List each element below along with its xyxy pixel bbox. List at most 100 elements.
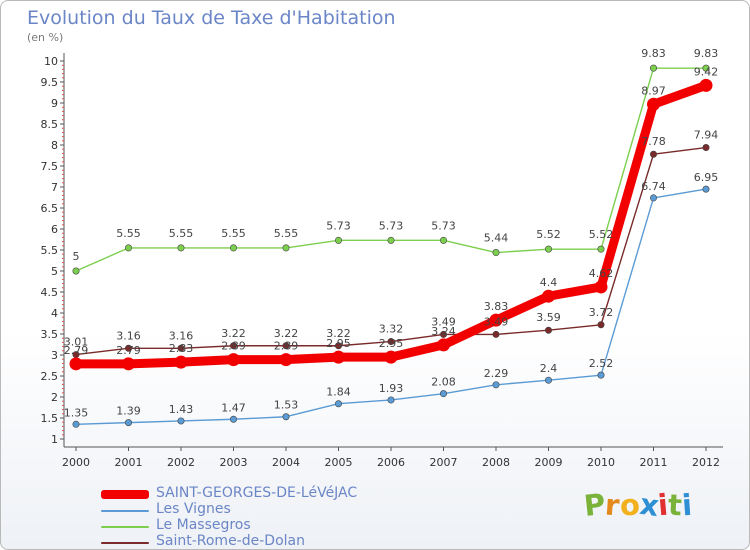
y-tick-label: 2 bbox=[51, 391, 58, 404]
data-label-3: 3.22 bbox=[221, 327, 246, 340]
x-tick-label: 2012 bbox=[692, 456, 720, 469]
data-label-0: 2.89 bbox=[221, 340, 246, 353]
data-point-2 bbox=[334, 236, 342, 244]
data-label-3: 3.59 bbox=[536, 311, 561, 324]
x-tick-label: 2003 bbox=[220, 456, 248, 469]
data-label-1: 2.52 bbox=[589, 357, 614, 370]
x-tick-label: 2007 bbox=[430, 456, 458, 469]
legend-label: Le Massegros bbox=[156, 517, 251, 533]
x-tick-label: 2008 bbox=[482, 456, 510, 469]
data-label-2: 9.83 bbox=[694, 47, 719, 60]
data-label-3: 3.72 bbox=[589, 306, 614, 319]
data-point-0 bbox=[699, 78, 713, 92]
data-point-1 bbox=[439, 390, 447, 398]
data-point-3 bbox=[544, 326, 552, 334]
data-label-0: 9.42 bbox=[694, 65, 719, 78]
data-label-0: 2.89 bbox=[274, 340, 299, 353]
data-label-1: 2.29 bbox=[484, 367, 509, 380]
y-tick-label: 7 bbox=[51, 181, 58, 194]
data-label-3: 3.49 bbox=[484, 315, 509, 328]
data-point-3 bbox=[387, 338, 395, 346]
data-point-3 bbox=[492, 330, 500, 338]
y-tick-label: 10 bbox=[44, 55, 58, 68]
data-label-3: 7.78 bbox=[641, 135, 666, 148]
data-point-0 bbox=[69, 357, 83, 371]
data-point-0 bbox=[384, 350, 398, 364]
logo-letter: r bbox=[604, 487, 621, 523]
data-label-2: 5.55 bbox=[169, 227, 194, 240]
data-point-1 bbox=[334, 400, 342, 408]
data-point-1 bbox=[492, 381, 500, 389]
data-point-2 bbox=[230, 244, 238, 252]
data-point-3 bbox=[230, 342, 238, 350]
data-label-3: 3.22 bbox=[326, 327, 351, 340]
data-label-2: 5.52 bbox=[536, 228, 561, 241]
legend-label: Saint-Rome-de-Dolan bbox=[156, 533, 305, 549]
data-label-0: 3.24 bbox=[431, 325, 456, 338]
data-point-3 bbox=[649, 150, 657, 158]
data-point-1 bbox=[387, 396, 395, 404]
data-point-0 bbox=[594, 280, 608, 294]
data-point-1 bbox=[177, 417, 185, 425]
y-tick-label: 7.5 bbox=[41, 160, 59, 173]
data-point-3 bbox=[125, 344, 133, 352]
data-point-2 bbox=[439, 236, 447, 244]
logo-letter: i bbox=[680, 487, 694, 523]
data-label-3: 3.22 bbox=[274, 327, 299, 340]
x-tick-label: 2001 bbox=[115, 456, 143, 469]
x-tick-label: 2002 bbox=[167, 456, 195, 469]
data-point-1 bbox=[544, 376, 552, 384]
x-tick-label: 2005 bbox=[325, 456, 353, 469]
data-point-0 bbox=[122, 357, 135, 371]
data-point-2 bbox=[177, 244, 185, 252]
data-label-2: 5.55 bbox=[221, 227, 246, 240]
y-tick-label: 3 bbox=[51, 349, 58, 362]
chart-title: Evolution du Taux de Taxe d'Habitation bbox=[27, 7, 396, 29]
data-label-2: 5.73 bbox=[431, 219, 456, 232]
data-label-3: 7.94 bbox=[694, 129, 719, 142]
data-label-2: 5 bbox=[73, 250, 80, 263]
y-tick-label: 5.5 bbox=[41, 244, 59, 257]
x-tick-label: 2006 bbox=[377, 456, 405, 469]
data-label-2: 5.73 bbox=[326, 219, 351, 232]
data-point-0 bbox=[279, 353, 293, 367]
data-point-2 bbox=[702, 64, 710, 72]
data-label-0: 2.95 bbox=[379, 337, 404, 350]
x-tick-label: 2009 bbox=[535, 456, 563, 469]
data-point-1 bbox=[649, 194, 657, 202]
proxiti-logo: Proxiti bbox=[582, 487, 694, 523]
y-tick-label: 5 bbox=[51, 265, 58, 278]
data-label-1: 2.08 bbox=[431, 376, 456, 389]
data-point-1 bbox=[597, 371, 605, 379]
data-point-0 bbox=[332, 350, 345, 364]
data-label-0: 3.83 bbox=[484, 300, 509, 313]
y-tick-label: 9.5 bbox=[41, 76, 59, 89]
data-label-2: 5.55 bbox=[274, 227, 299, 240]
data-label-0: 2.95 bbox=[326, 337, 351, 350]
data-point-0 bbox=[437, 338, 450, 352]
legend-swatch bbox=[101, 542, 149, 544]
data-point-0 bbox=[227, 353, 240, 367]
data-point-3 bbox=[177, 344, 185, 352]
legend-swatch bbox=[101, 526, 149, 528]
data-point-3 bbox=[702, 144, 710, 152]
y-tick-label: 4 bbox=[51, 307, 58, 320]
y-tick-label: 1 bbox=[51, 433, 58, 446]
data-point-2 bbox=[72, 267, 80, 275]
y-tick-label: 6 bbox=[51, 223, 58, 236]
data-point-1 bbox=[702, 185, 710, 193]
y-tick-label: 1.5 bbox=[41, 412, 59, 425]
data-point-0 bbox=[542, 289, 555, 303]
data-point-3 bbox=[439, 330, 447, 338]
data-label-0: 2.83 bbox=[169, 342, 194, 355]
x-tick-label: 2010 bbox=[587, 456, 615, 469]
y-tick-label: 2.5 bbox=[41, 370, 59, 383]
data-label-2: 5.73 bbox=[379, 219, 404, 232]
data-label-2: 5.55 bbox=[116, 227, 141, 240]
data-label-2: 9.83 bbox=[641, 47, 666, 60]
data-label-0: 2.79 bbox=[116, 344, 141, 357]
data-point-2 bbox=[597, 245, 605, 253]
data-label-3: 3.01 bbox=[64, 336, 89, 349]
